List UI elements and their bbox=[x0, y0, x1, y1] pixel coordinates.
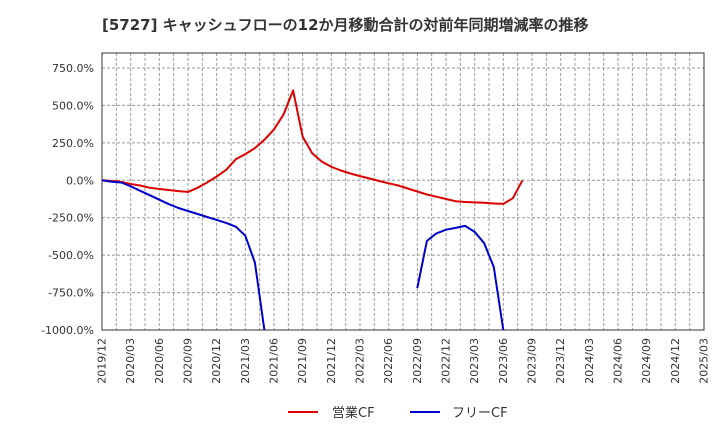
x-tick-label: 2022/09 bbox=[411, 338, 424, 384]
x-tick-label: 2024/12 bbox=[669, 338, 682, 384]
plot-area-border bbox=[101, 52, 705, 331]
series-layer bbox=[102, 89, 524, 330]
x-tick-label: 2024/06 bbox=[612, 338, 625, 384]
x-tick-label: 2022/12 bbox=[440, 338, 453, 384]
grid-layer bbox=[102, 53, 704, 330]
x-tick-label: 2024/09 bbox=[640, 338, 653, 384]
x-axis-ticks: 2019/12 2020/03 2020/06 2020/09 2020/12 2021/… bbox=[96, 338, 711, 384]
x-tick-label: 2021/09 bbox=[296, 338, 309, 384]
y-tick-label: -500.0% bbox=[48, 249, 94, 262]
x-tick-label: 2023/06 bbox=[497, 338, 510, 384]
x-tick-label: 2023/12 bbox=[554, 338, 567, 384]
series-line bbox=[102, 179, 266, 330]
x-tick-label: 2024/03 bbox=[583, 338, 596, 384]
y-tick-label: -1000.0% bbox=[41, 324, 94, 337]
series-line bbox=[416, 224, 505, 330]
y-tick-label: 500.0% bbox=[52, 99, 94, 112]
x-tick-label: 2020/06 bbox=[153, 338, 166, 384]
x-tick-label: 2023/09 bbox=[526, 338, 539, 384]
x-tick-label: 2020/09 bbox=[182, 338, 195, 384]
series-free-cf bbox=[102, 179, 505, 330]
series-operating-cf bbox=[102, 89, 524, 205]
legend-label-free-cf: フリーCF bbox=[452, 406, 508, 421]
legend-label-operating-cf: 営業CF bbox=[332, 405, 375, 421]
x-tick-label: 2021/03 bbox=[239, 338, 252, 384]
x-tick-label: 2019/12 bbox=[96, 338, 109, 384]
y-tick-label: -250.0% bbox=[48, 212, 94, 225]
y-tick-label: 250.0% bbox=[52, 137, 94, 150]
y-axis-ticks: 750.0% 500.0% 250.0% 0.0% -250.0% -500.0% -750… bbox=[41, 62, 94, 337]
y-tick-label: -750.0% bbox=[48, 287, 94, 300]
y-tick-label: 0.0% bbox=[66, 174, 94, 187]
x-tick-label: 2020/03 bbox=[124, 338, 137, 384]
series-line bbox=[102, 89, 524, 205]
chart-title: [5727] キャッシュフローの12か月移動合計の対前年同期増減率の推移 bbox=[102, 16, 589, 34]
x-tick-label: 2020/12 bbox=[210, 338, 223, 384]
legend: 営業CF フリーCF bbox=[288, 405, 508, 421]
x-tick-label: 2022/03 bbox=[354, 338, 367, 384]
x-tick-label: 2025/03 bbox=[698, 338, 711, 384]
x-tick-label: 2022/06 bbox=[382, 338, 395, 384]
y-tick-label: 750.0% bbox=[52, 62, 94, 75]
x-tick-label: 2021/12 bbox=[325, 338, 338, 384]
x-tick-label: 2023/03 bbox=[468, 338, 481, 384]
x-tick-label: 2021/06 bbox=[268, 338, 281, 384]
